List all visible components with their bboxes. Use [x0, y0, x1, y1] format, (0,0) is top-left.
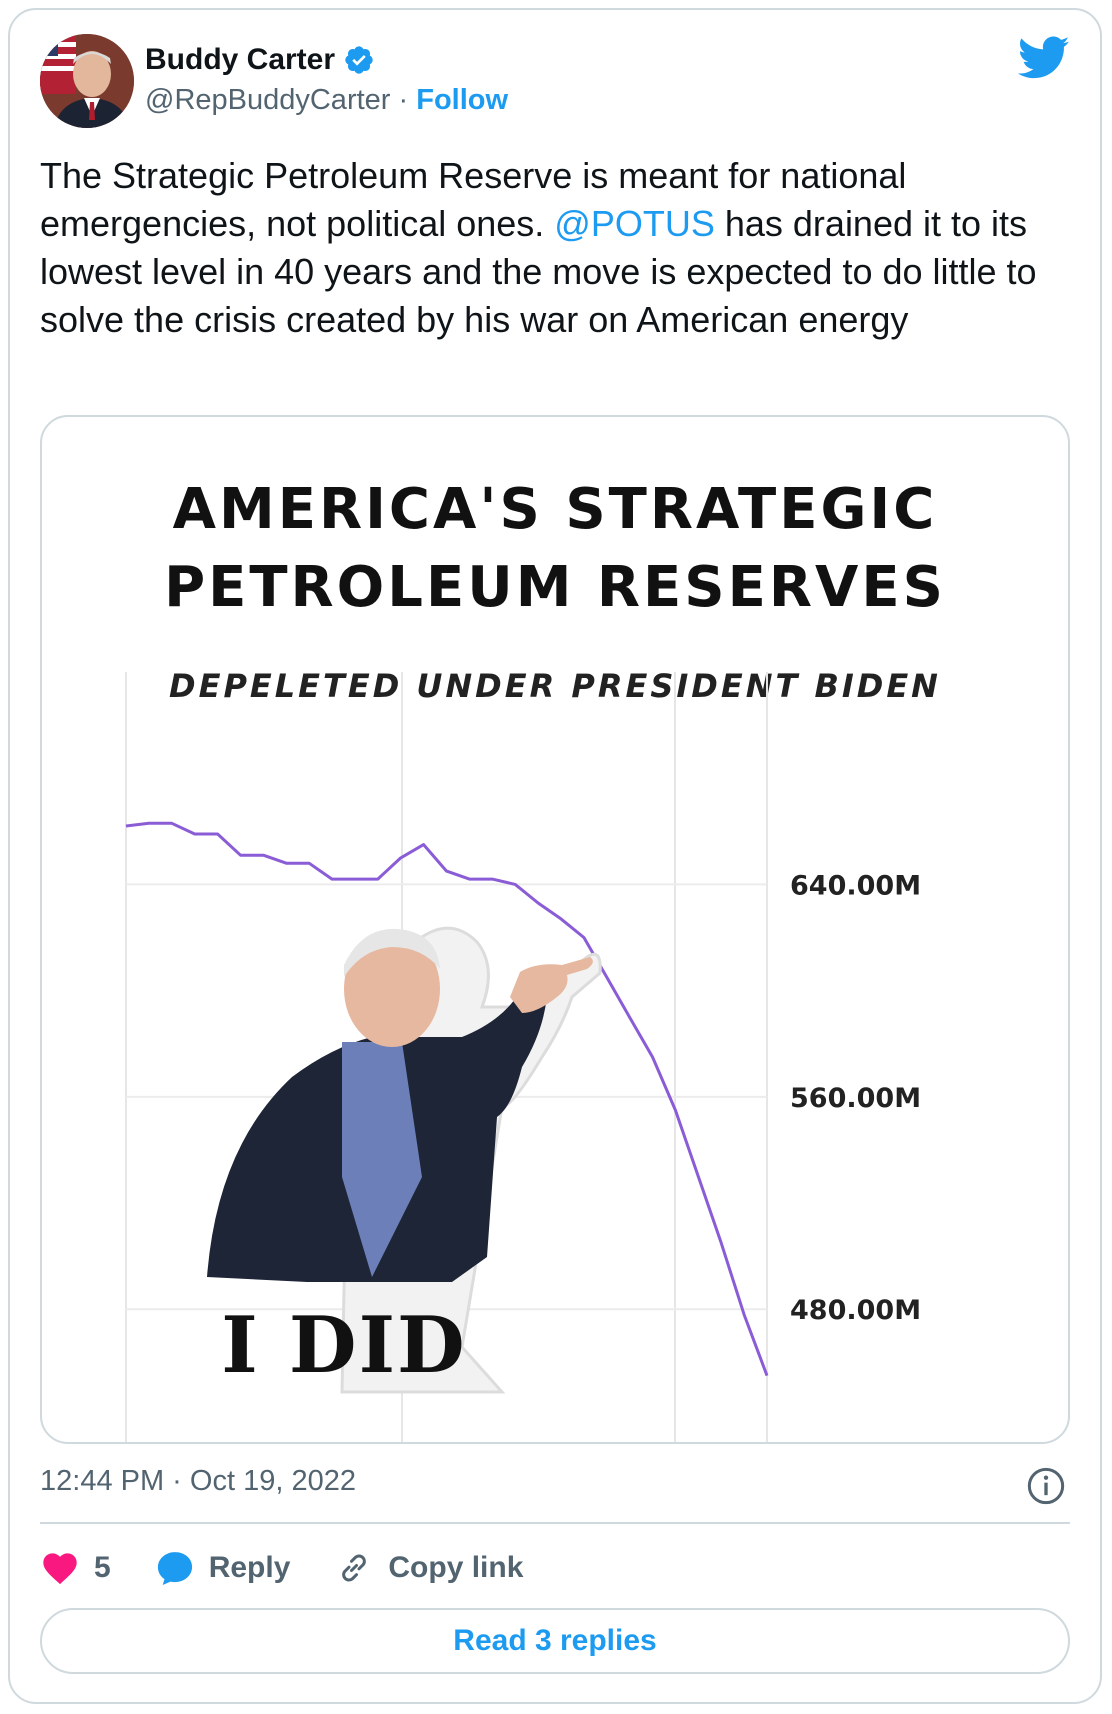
reply-label: Reply [208, 1551, 291, 1584]
line-chart: 640.00M 560.00M 480.00M I DID [125, 672, 921, 1442]
avatar[interactable] [40, 34, 134, 128]
tweet-text: The Strategic Petroleum Reserve is meant… [40, 152, 1070, 344]
y-tick-label: 480.00M [790, 1295, 921, 1326]
y-tick-label: 640.00M [790, 870, 921, 901]
tweet-timestamp[interactable]: 12:44 PM · Oct 19, 2022 [40, 1465, 356, 1497]
author-name[interactable]: Buddy Carter [145, 43, 336, 76]
chart-subtitle: DEPELETED UNDER PRESIDENT BIDEN [169, 667, 941, 705]
meme-hand [510, 957, 593, 1013]
tweet-text-part-2: has drained it to its lowest level in 40… [40, 203, 1037, 340]
chart-title-line-2: PETROLEUM RESERVES [164, 555, 946, 620]
chart-title-line-1: AMERICA'S STRATEGIC [172, 477, 938, 542]
author-handle[interactable]: @RepBuddyCarter [145, 84, 391, 116]
author-handle-row: @RepBuddyCarter · Follow [145, 84, 508, 117]
reply-button[interactable]: Reply [155, 1548, 291, 1588]
like-count: 5 [94, 1551, 111, 1584]
copy-link-label: Copy link [388, 1551, 524, 1584]
follow-button[interactable]: Follow [416, 84, 509, 116]
tweet-text-part-1: The Strategic Petroleum Reserve is meant… [40, 155, 907, 244]
link-icon [342, 1554, 367, 1582]
separator-dot: · [398, 84, 409, 116]
heart-icon [43, 1553, 77, 1585]
y-tick-label: 560.00M [790, 1083, 921, 1114]
mention-link[interactable]: @POTUS [554, 203, 715, 244]
meme-hair [344, 928, 440, 977]
meme-caption: I DID [221, 1300, 466, 1391]
tweet-actions: 5 Reply Copy link [40, 1540, 567, 1596]
twitter-bird-icon[interactable] [1018, 36, 1070, 80]
read-replies-button[interactable]: Read 3 replies [40, 1608, 1070, 1674]
meme-head [344, 931, 440, 1047]
reply-bubble-icon [157, 1552, 192, 1585]
like-button[interactable]: 5 [40, 1548, 111, 1588]
series-line [125, 821, 769, 1377]
verified-badge-icon [345, 46, 373, 74]
tweet-media-image[interactable]: AMERICA'S STRATEGIC PETROLEUM RESERVES D… [40, 415, 1070, 1444]
info-icon[interactable] [1026, 1466, 1066, 1506]
meme-shirt [342, 1042, 422, 1277]
author-name-row: Buddy Carter [145, 40, 375, 80]
copy-link-button[interactable]: Copy link [334, 1548, 523, 1588]
divider [40, 1522, 1070, 1524]
meme-overlay: I DID [207, 926, 602, 1394]
